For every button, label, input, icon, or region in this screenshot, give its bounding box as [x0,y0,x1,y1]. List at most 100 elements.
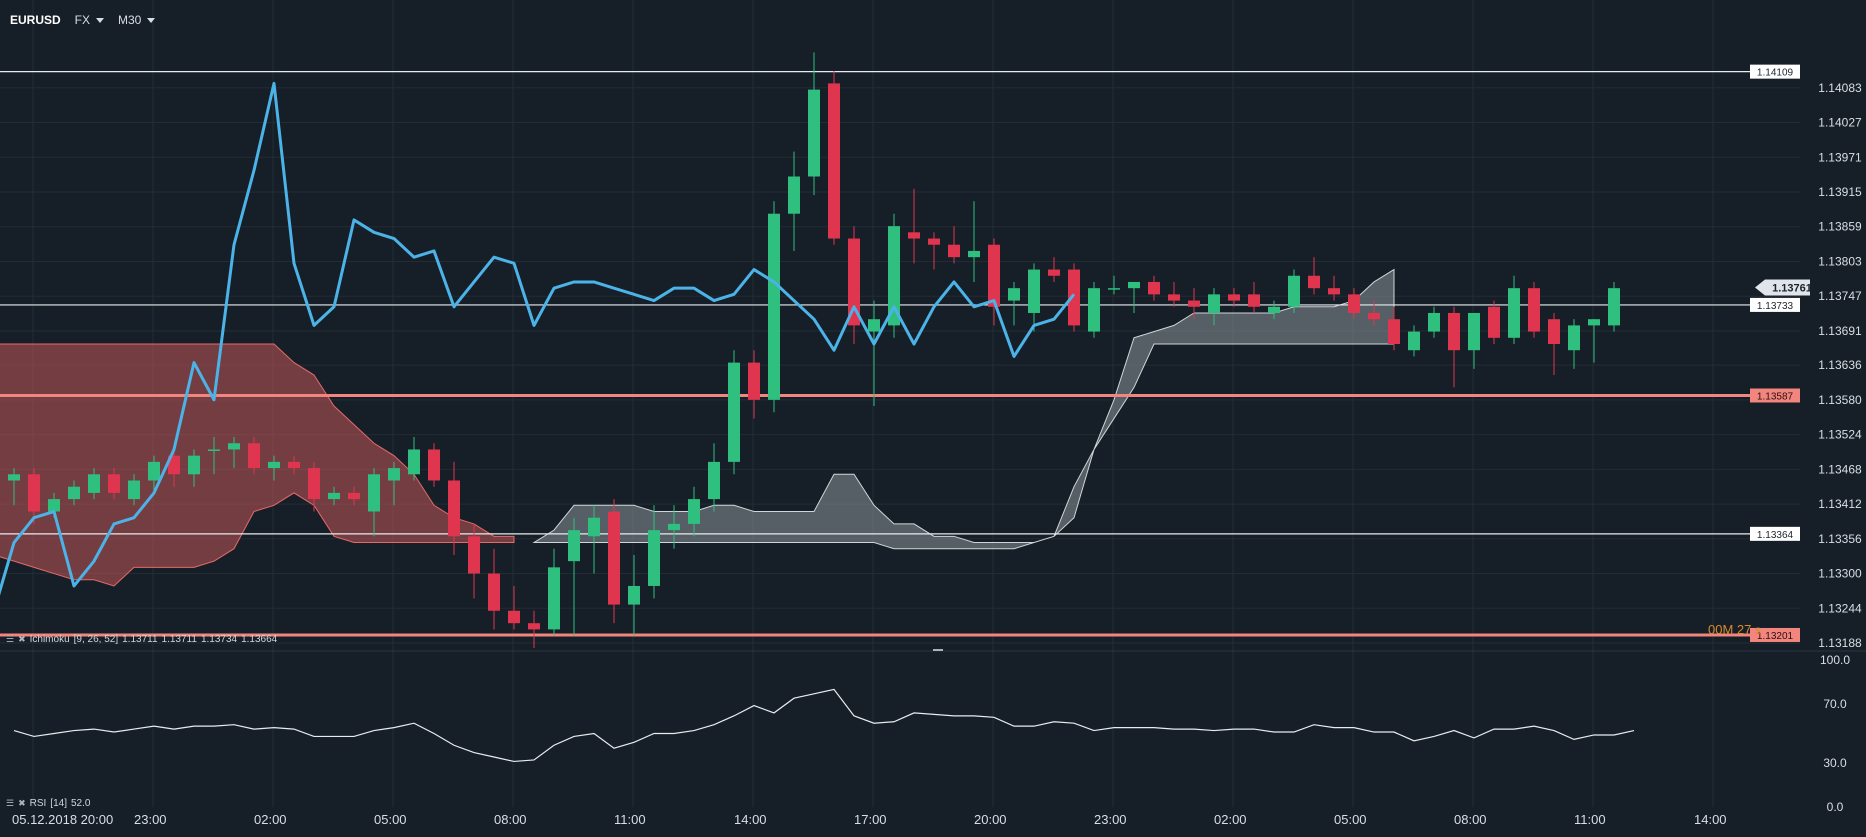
candle [868,300,880,407]
candle [948,226,960,264]
candle-body [488,573,500,611]
close-icon[interactable]: ✖ [18,634,26,644]
ichimoku-cloud-bullish [532,268,1395,550]
candle [1568,319,1580,369]
countdown-s-label: s [1755,623,1761,637]
candle [688,486,700,537]
candle-body [1488,306,1500,338]
candle [648,505,660,599]
candle-body [1468,312,1480,351]
ichimoku-value: 1.13734 [200,634,238,645]
countdown-seconds: 27 [1736,622,1752,637]
candle-body [1428,312,1440,332]
candle [548,548,560,636]
price-axis-tick: 1.13524 [1818,428,1862,442]
candle [28,468,40,524]
close-icon[interactable]: ✖ [18,798,26,808]
candle-body [828,83,840,239]
candle-body [1168,294,1180,301]
candle [1508,275,1520,344]
level-price-label: 1.13733 [1757,301,1794,312]
candle [408,437,420,481]
price-line-series [0,81,1076,596]
candle-body [328,492,340,500]
candle-body [208,449,220,451]
timeframe-selector[interactable]: M30 [118,13,156,27]
candle-body [428,449,440,481]
candle [1048,257,1060,282]
time-axis-tick: 14:00 [1694,812,1727,827]
candle [208,437,220,475]
candle [1428,306,1440,338]
candle-body [1128,281,1140,289]
candle-body [1008,288,1020,301]
level-price-tag [1750,388,1800,403]
candle [1308,257,1320,295]
price-axis-tick: 1.13971 [1818,150,1862,164]
candle-body [1308,275,1320,289]
candle [588,505,600,574]
settings-icon[interactable]: ☰ [6,634,15,644]
candle-body [1088,288,1100,332]
candle [308,461,320,512]
candle-body [1568,325,1580,351]
price-axis-tick: 1.13412 [1818,497,1862,511]
candle [1288,269,1300,313]
price-axis-tick: 1.13468 [1818,462,1862,476]
candle [708,443,720,512]
candle [1068,263,1080,332]
chevron-down-icon [147,17,156,23]
candle [1588,319,1600,363]
candle [1468,312,1480,369]
candle [1388,306,1400,351]
symbol-label: EURUSD [10,13,61,27]
candle [1448,306,1460,388]
candle [108,468,120,500]
candle [508,585,520,630]
time-axis-tick: 02:00 [254,812,287,827]
timeframe-label: M30 [118,13,142,27]
candle-body [1528,288,1540,332]
candle-body [468,536,480,574]
candle [1248,281,1260,313]
candle-body [1148,281,1160,295]
time-axis-tick: 23:00 [1094,812,1127,827]
time-axis-tick: 14:00 [734,812,767,827]
candle [388,461,400,506]
ichimoku-params: [9, 26, 52] [73,634,119,645]
candle-body [268,461,280,469]
candle [888,213,900,338]
candle [448,461,460,555]
market-selector[interactable]: FX [75,13,105,27]
price-axis-tick: 1.13803 [1818,254,1862,268]
price-axis-tick: 1.13244 [1818,601,1862,615]
rsi-params: [14] [50,798,67,809]
candle-body [1068,269,1080,326]
candle-body [1368,312,1380,320]
candle-body [1048,269,1060,276]
candle-body [768,213,780,400]
candle [608,499,620,624]
price-axis-tick: 1.13915 [1818,185,1862,199]
candle-body [668,523,680,531]
ichimoku-legend[interactable]: ☰ ✖ Ichimoku [9, 26, 52] 1.13711 1.13711… [6,634,277,645]
candle [488,548,500,630]
candle [1528,281,1540,338]
ichimoku-value: 1.13664 [241,634,278,645]
time-axis-tick: 05.12.2018 20:00 [12,812,113,827]
candle-body [308,468,320,500]
candle-body [688,499,700,524]
settings-icon[interactable]: ☰ [6,798,15,808]
candle [68,480,80,506]
candle-body [1288,275,1300,307]
rsi-legend[interactable]: ☰ ✖ RSI [14] 52.0 [6,798,90,809]
rsi-axis-tick: 70.0 [1823,697,1847,711]
candle [768,201,780,413]
candle-body [1548,319,1560,344]
candle [1008,281,1020,326]
price-axis-tick: 1.13859 [1818,220,1862,234]
current-price-marker [1755,279,1810,296]
candle [748,350,760,419]
